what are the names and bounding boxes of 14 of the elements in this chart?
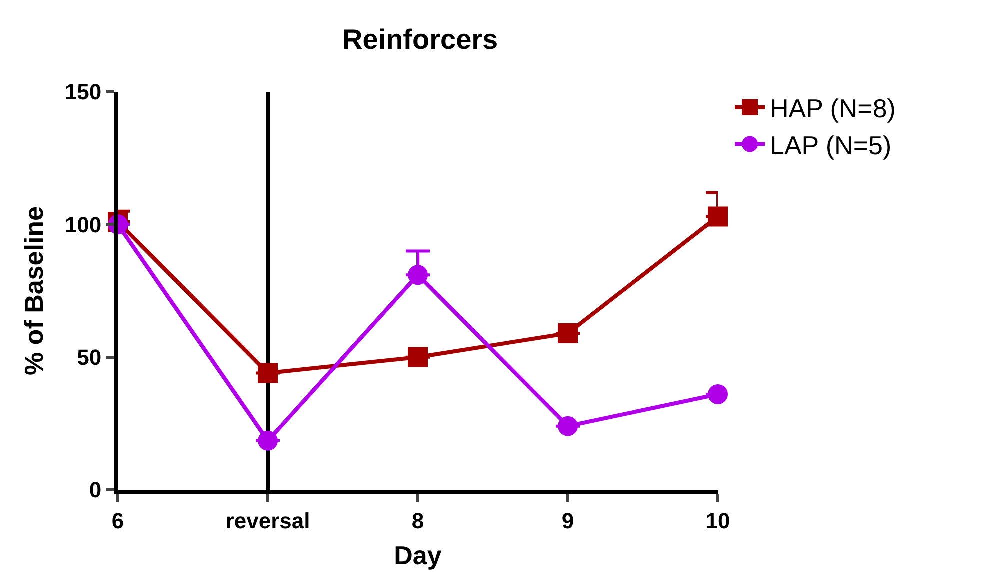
- y-tick-label: 50: [77, 345, 102, 370]
- x-tick-label: reversal: [226, 508, 310, 534]
- x-tick-label: 8: [412, 508, 424, 534]
- y-axis-title: % of Baseline: [18, 206, 49, 376]
- x-tick-label: 9: [562, 508, 574, 534]
- legend-label: HAP (N=8): [770, 94, 896, 124]
- y-tick-label: 0: [89, 478, 102, 503]
- y-tick-label: 150: [64, 80, 102, 105]
- legend-label: LAP (N=5): [770, 130, 892, 160]
- x-tick-label: 6: [112, 508, 124, 534]
- y-tick-label: 100: [64, 212, 102, 238]
- chart-title: Reinforcers: [342, 24, 498, 55]
- x-tick-label: 10: [706, 508, 730, 534]
- x-axis-title: Day: [394, 540, 442, 571]
